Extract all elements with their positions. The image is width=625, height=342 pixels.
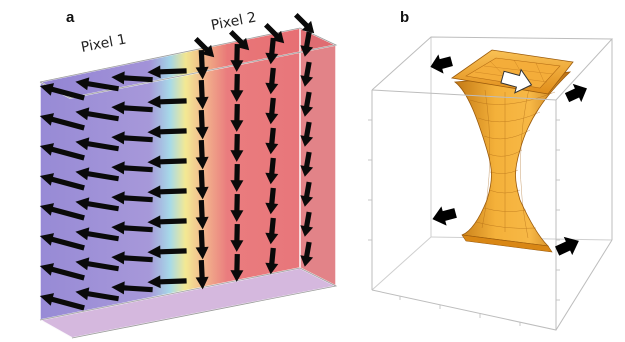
spin-arrow-1 (39, 83, 85, 101)
spin-arrow-top-4 (294, 13, 315, 34)
spin-arrow-43 (111, 221, 153, 235)
panel-a: a Pixel 1 Pixel 2 (39, 9, 339, 339)
arrow-center-white (500, 68, 533, 94)
spin-arrow-64 (300, 241, 314, 267)
spin-arrow-top-1 (194, 37, 215, 58)
slab-side-face (300, 28, 336, 286)
spin-arrow-51 (111, 251, 153, 265)
spin-arrow-35 (111, 191, 153, 205)
spin-arrow-13 (195, 80, 209, 110)
hourglass-surface (450, 49, 574, 253)
spin-arrow-7 (265, 37, 279, 65)
arrow-top-left (430, 54, 453, 74)
spin-arrow-40 (300, 151, 314, 177)
spin-arrow-28 (147, 155, 187, 169)
spin-arrow-50 (75, 257, 119, 272)
spin-arrow-2 (75, 77, 119, 92)
spin-arrow-22 (230, 104, 244, 132)
spin-arrow-31 (265, 127, 279, 155)
bounding-box-ticks (368, 119, 560, 326)
spin-arrow-49 (39, 263, 85, 281)
spin-arrow-6 (230, 44, 244, 72)
spin-arrow-53 (195, 230, 209, 260)
spin-arrow-33 (39, 203, 85, 221)
spin-arrow-4 (147, 65, 187, 79)
arrow-top-right (564, 83, 587, 103)
panel-a-letter: a (66, 9, 75, 26)
spin-arrow-45 (195, 200, 209, 230)
spin-arrow-48 (300, 181, 314, 207)
spin-arrow-42 (75, 227, 119, 242)
spin-arrow-15 (265, 67, 279, 95)
panel-b: b (368, 9, 614, 331)
spin-arrow-top-2 (229, 30, 250, 51)
spin-arrow-58 (75, 287, 119, 302)
spin-arrow-56 (300, 211, 314, 237)
spin-arrow-26 (75, 167, 119, 182)
spin-arrow-29 (195, 140, 209, 170)
spin-arrow-52 (147, 245, 187, 259)
spin-arrow-30 (230, 134, 244, 162)
spin-arrow-36 (147, 185, 187, 199)
spin-arrow-62 (230, 254, 244, 282)
spin-arrow-37 (195, 170, 209, 200)
arrow-bottom-right (555, 236, 579, 256)
spin-arrow-55 (265, 217, 279, 245)
spin-arrow-60 (147, 275, 187, 289)
pixel-1-label: Pixel 1 (80, 31, 128, 55)
arrow-bottom-left (432, 206, 457, 226)
spin-arrow-9 (39, 113, 85, 131)
spin-arrow-19 (111, 131, 153, 145)
spin-arrow-8 (300, 31, 314, 57)
spin-arrow-34 (75, 197, 119, 212)
spin-arrow-32 (300, 121, 314, 147)
spin-arrow-41 (39, 233, 85, 251)
spin-arrow-16 (300, 61, 314, 87)
spin-arrow-23 (265, 97, 279, 125)
spin-arrow-5 (195, 50, 209, 80)
spin-arrow-10 (75, 107, 119, 122)
spin-arrow-38 (230, 164, 244, 192)
spin-arrow-14 (230, 74, 244, 102)
spin-arrow-17 (39, 143, 85, 161)
spin-arrow-18 (75, 137, 119, 152)
panel-b-letter: b (400, 9, 409, 26)
spin-arrow-47 (265, 187, 279, 215)
spin-arrow-21 (195, 110, 209, 140)
spin-arrow-54 (230, 224, 244, 252)
bounding-box-front (371, 36, 614, 331)
spin-arrow-20 (147, 125, 187, 139)
spin-arrow-11 (111, 101, 153, 115)
spin-arrow-39 (265, 157, 279, 185)
spin-arrow-27 (111, 161, 153, 175)
slab-bottom-face (40, 268, 336, 338)
spin-arrow-44 (147, 215, 187, 229)
block-arrows (430, 54, 587, 256)
spin-arrow-24 (300, 91, 314, 117)
spin-arrow-3 (111, 71, 153, 85)
spin-arrow-top-3 (264, 23, 285, 44)
spin-arrow-61 (195, 260, 209, 290)
spin-arrow-57 (39, 293, 85, 311)
spin-arrow-12 (147, 95, 187, 109)
spin-arrow-25 (39, 173, 85, 191)
spin-arrow-63 (265, 247, 279, 275)
spin-arrow-59 (111, 281, 153, 295)
spin-arrow-field (39, 13, 315, 311)
spin-arrow-46 (230, 194, 244, 222)
pixel-2-label: Pixel 2 (210, 9, 258, 33)
